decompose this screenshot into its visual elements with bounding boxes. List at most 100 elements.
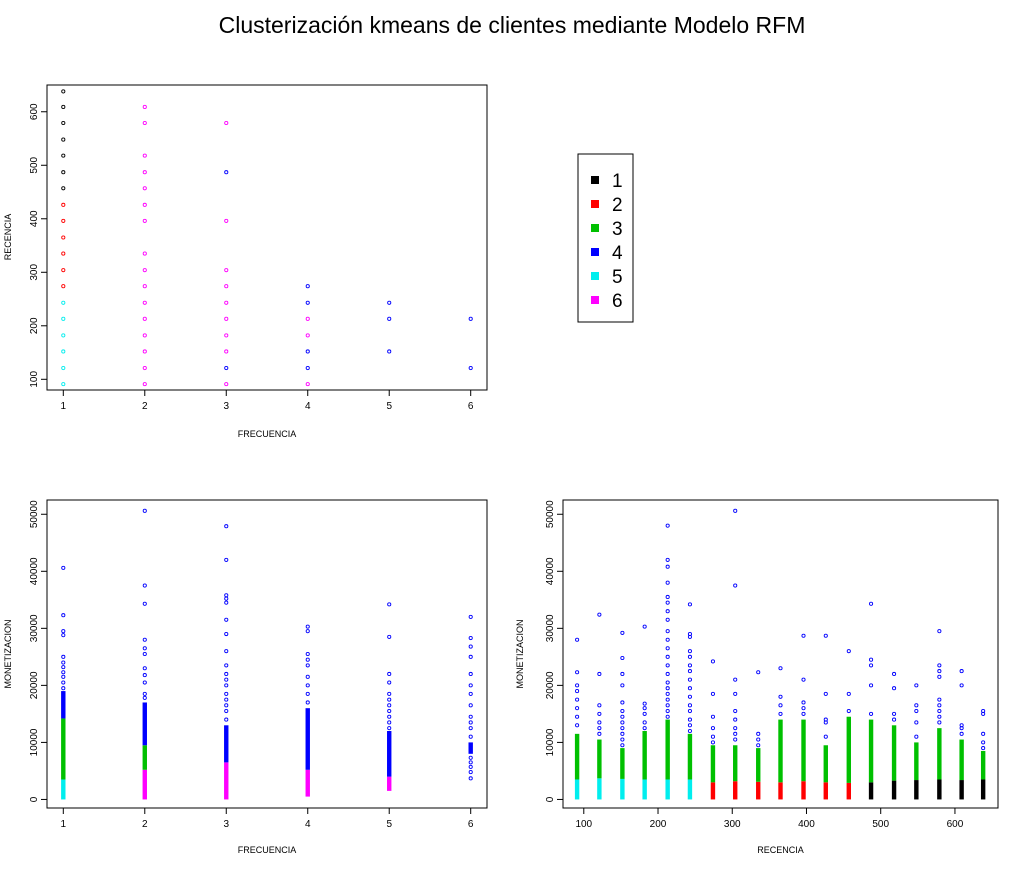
data-point	[305, 657, 310, 662]
x-tick-label: 2	[142, 401, 148, 412]
x-tick-label: 2	[142, 819, 148, 830]
data-point	[468, 760, 473, 765]
data-point	[914, 703, 919, 708]
data-point	[823, 734, 828, 739]
data-point	[61, 613, 66, 618]
data-point	[142, 637, 147, 642]
data-point	[914, 683, 919, 688]
data-point	[914, 734, 919, 739]
data-point	[733, 677, 738, 682]
data-point	[61, 170, 66, 175]
data-point-stack	[823, 782, 828, 800]
data-point	[61, 633, 66, 638]
data-point	[665, 600, 670, 605]
data-point	[665, 680, 670, 685]
data-point	[665, 637, 670, 642]
data-point	[575, 714, 580, 719]
data-point	[778, 694, 783, 699]
data-point	[468, 755, 473, 760]
data-point	[620, 708, 625, 714]
data-point-stack	[733, 745, 738, 782]
data-point	[597, 612, 602, 617]
data-point	[61, 218, 66, 223]
data-point-stack	[142, 702, 147, 746]
data-point	[387, 708, 392, 714]
y-tick-label: 20000	[545, 671, 556, 699]
data-point	[914, 720, 919, 725]
data-point	[387, 634, 392, 639]
legend-label: 1	[612, 171, 623, 192]
data-point	[142, 673, 147, 678]
data-point	[620, 737, 625, 742]
data-point	[142, 366, 147, 371]
data-point	[597, 671, 602, 677]
data-point	[575, 683, 580, 688]
y-tick-label: 50000	[29, 500, 40, 528]
data-point	[620, 700, 625, 705]
legend-swatch	[591, 296, 599, 304]
y-tick-label: 40000	[545, 557, 556, 585]
data-point	[733, 737, 738, 742]
data-point	[224, 284, 229, 289]
y-tick-label: 0	[29, 796, 40, 802]
data-point	[61, 349, 66, 354]
data-point	[224, 596, 229, 601]
data-point	[142, 104, 147, 109]
data-point-stack	[687, 733, 693, 780]
data-point	[892, 671, 897, 677]
data-point	[620, 714, 625, 719]
data-point	[61, 300, 66, 305]
data-point	[687, 723, 692, 728]
data-point-stack	[665, 779, 670, 800]
data-point	[305, 382, 310, 387]
legend-swatch	[591, 272, 599, 280]
y-tick-label: 600	[29, 103, 40, 120]
data-point	[710, 740, 715, 745]
data-point-stack	[142, 769, 147, 800]
data-point	[142, 382, 147, 387]
data-point	[665, 686, 670, 691]
data-point	[224, 333, 229, 338]
data-point	[710, 734, 715, 739]
data-point	[756, 670, 761, 675]
data-point	[687, 717, 692, 722]
data-point	[305, 366, 310, 371]
data-point-stack	[846, 716, 851, 783]
data-point	[142, 695, 147, 700]
data-point	[620, 655, 625, 661]
data-point	[142, 170, 147, 175]
data-point	[620, 743, 625, 748]
data-point	[224, 617, 229, 622]
data-point	[575, 706, 580, 711]
data-point	[305, 349, 310, 354]
data-point	[224, 663, 229, 668]
x-axis-title: FRECUENCIA	[238, 429, 297, 439]
data-point	[305, 284, 310, 289]
data-point	[642, 624, 647, 629]
data-point	[468, 734, 473, 739]
data-point	[733, 726, 738, 731]
data-point-stack	[387, 776, 392, 791]
legend-swatch	[591, 200, 599, 208]
data-point-stack	[642, 731, 647, 780]
data-point	[61, 674, 66, 679]
y-axis-title: MONETIZACION	[3, 620, 13, 689]
legend-frame	[577, 153, 634, 323]
legend-label: 3	[612, 219, 623, 240]
data-point	[224, 683, 229, 688]
data-point	[387, 680, 392, 685]
data-point	[305, 624, 310, 629]
data-point	[468, 644, 473, 649]
data-point	[665, 594, 670, 600]
data-point-stack	[305, 708, 310, 770]
data-point	[801, 711, 806, 716]
data-point	[61, 665, 66, 670]
data-point	[305, 651, 310, 657]
data-point	[756, 737, 761, 742]
data-point	[937, 697, 942, 702]
legend-swatch	[591, 224, 599, 232]
y-tick-label: 10000	[29, 728, 40, 756]
data-point	[387, 720, 392, 725]
data-point	[142, 284, 147, 289]
data-point	[937, 720, 942, 725]
